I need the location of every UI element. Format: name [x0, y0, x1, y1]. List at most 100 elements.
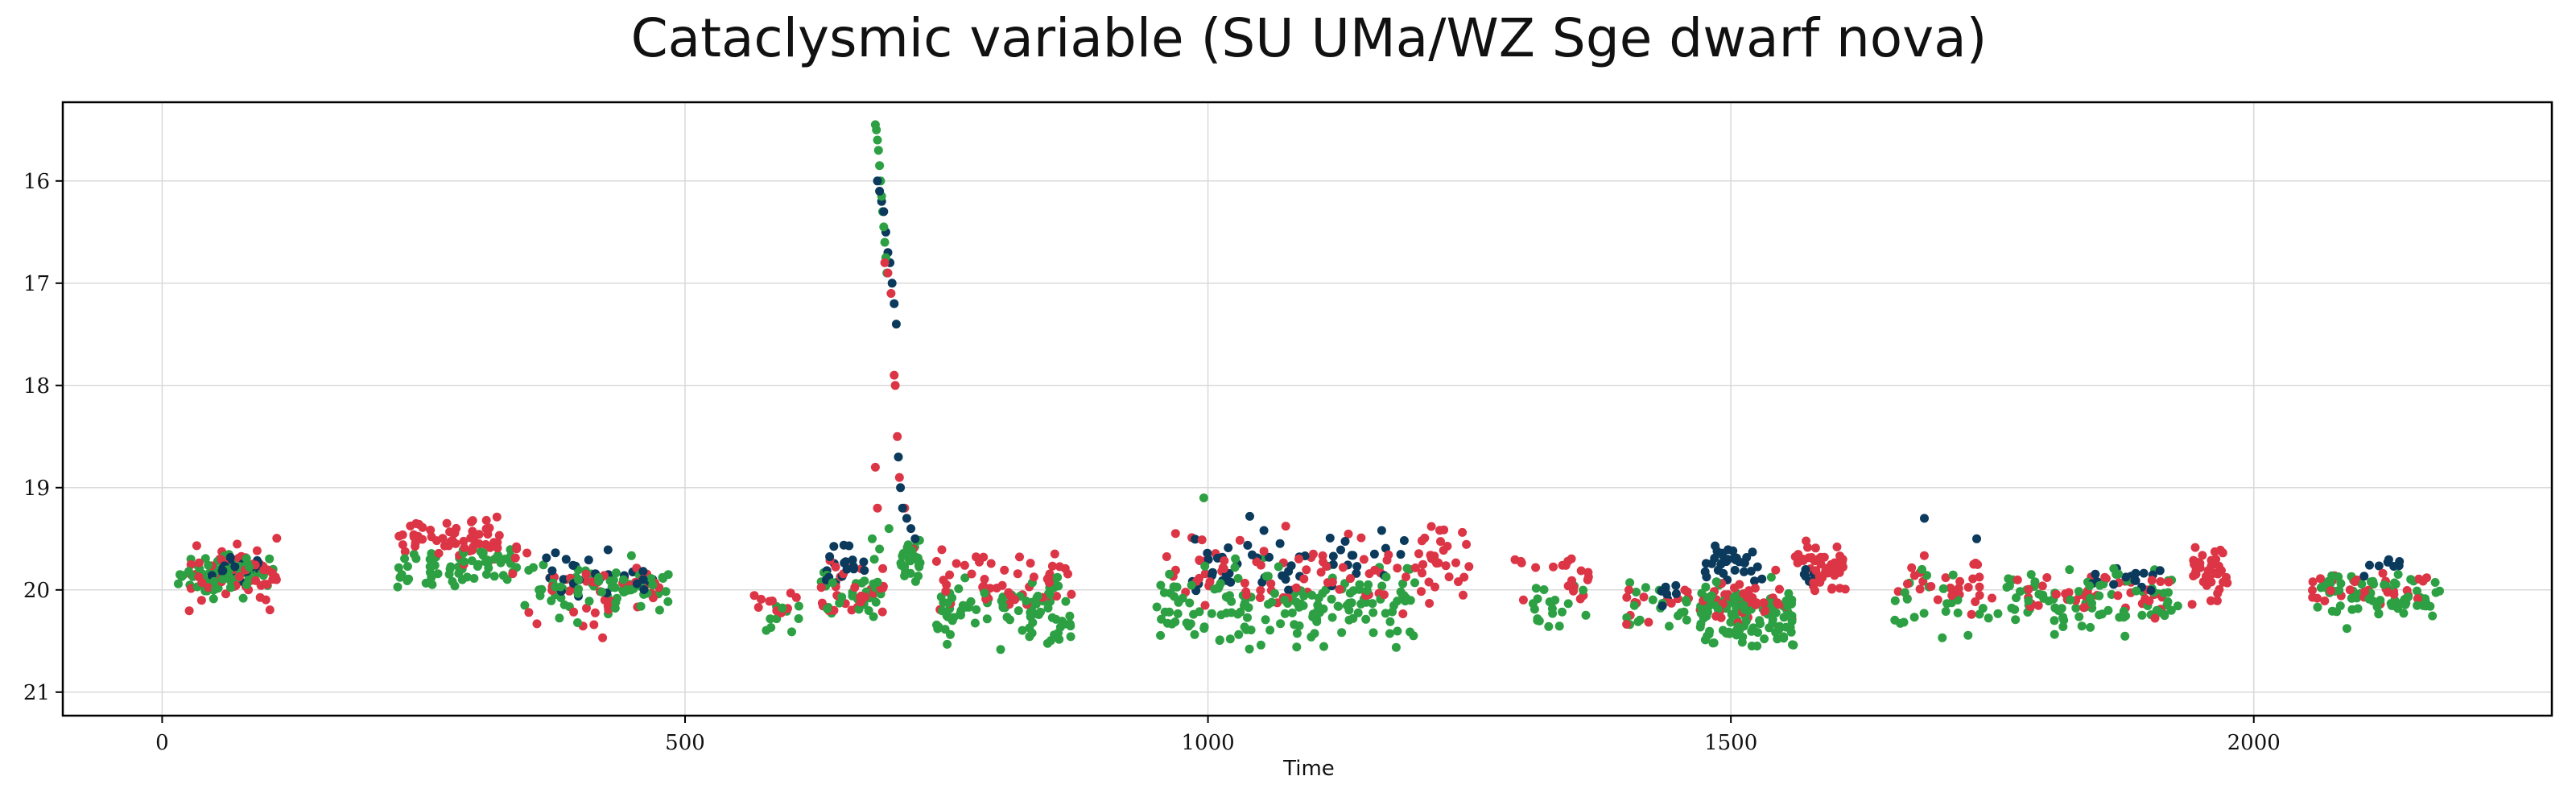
data-point-series-1: [1335, 584, 1344, 594]
data-point-series-1: [1417, 587, 1426, 597]
data-point-series-1: [2206, 596, 2215, 605]
data-point-series-2: [1730, 599, 1740, 609]
data-point-series-0: [639, 585, 649, 594]
data-point-series-1: [1430, 582, 1439, 592]
data-point-series-2: [1385, 629, 1394, 638]
y-tick-label: 21: [23, 681, 50, 705]
data-point-series-2: [547, 596, 556, 605]
data-point-series-1: [1798, 556, 1808, 565]
data-point-series-1: [2215, 584, 2224, 594]
data-point-series-1: [1835, 551, 1845, 561]
data-point-series-2: [555, 613, 564, 623]
data-point-series-1: [1835, 584, 1844, 593]
data-point-series-1: [1006, 592, 1016, 601]
data-point-series-0: [2130, 576, 2140, 585]
data-point-series-2: [2050, 630, 2059, 639]
data-point-series-2: [446, 562, 456, 572]
data-point-series-1: [2326, 586, 2335, 596]
data-point-series-0: [2395, 557, 2405, 566]
data-point-series-1: [600, 596, 609, 605]
data-point-series-2: [1353, 608, 1363, 617]
x-axis-label: Time: [1282, 757, 1335, 781]
data-point-series-0: [1748, 547, 1757, 557]
data-point-series-1: [2422, 573, 2431, 583]
x-axis: 0 500 1000 1500 2000: [155, 716, 2281, 755]
data-point-series-1: [1410, 563, 1420, 572]
data-point-series-1: [272, 534, 282, 543]
data-point-series-2: [1768, 619, 1777, 628]
y-tick-label: 17: [23, 272, 50, 296]
data-point-series-2: [1333, 601, 1343, 611]
data-point-series-0: [2091, 569, 2100, 579]
data-point-series-2: [1276, 619, 1286, 629]
data-point-series-2: [559, 600, 569, 609]
data-point-series-2: [1199, 624, 1209, 634]
data-point-series-2: [400, 554, 410, 564]
data-point-series-2: [211, 584, 220, 594]
data-point-series-1: [1205, 577, 1215, 587]
data-point-series-2: [1713, 605, 1723, 614]
data-point-series-0: [1713, 565, 1723, 575]
data-point-series-1: [1810, 543, 1820, 553]
data-point-series-2: [1172, 582, 1182, 592]
data-point-series-2: [1173, 609, 1183, 618]
data-point-series-2: [2336, 579, 2346, 588]
data-point-series-1: [1518, 595, 1528, 605]
data-point-series-1: [469, 535, 478, 544]
data-point-series-2: [2121, 611, 2131, 621]
data-point-series-1: [1759, 598, 1769, 608]
data-point-series-1: [1195, 555, 1204, 565]
data-point-series-0: [561, 555, 571, 564]
data-point-series-0: [1712, 547, 1722, 556]
data-point-series-2: [605, 576, 615, 586]
data-point-series-2: [1632, 588, 1641, 597]
data-point-series-1: [1240, 578, 1249, 588]
data-point-series-2: [1274, 562, 1283, 572]
data-point-series-2: [1315, 608, 1324, 617]
data-point-series-2: [1381, 572, 1391, 582]
data-point-series-2: [2114, 569, 2124, 579]
data-point-series-1: [598, 633, 608, 642]
data-point-series-1: [1971, 597, 1980, 606]
data-point-series-2: [1190, 630, 1199, 639]
data-point-series-2: [2413, 586, 2421, 596]
data-point-series-1: [1379, 590, 1389, 600]
data-point-series-2: [574, 575, 583, 584]
data-point-series-2: [2026, 570, 2036, 580]
data-point-series-2: [1740, 605, 1749, 615]
data-point-series-0: [2155, 566, 2165, 576]
data-point-series-0: [875, 187, 885, 196]
data-point-series-1: [194, 572, 204, 582]
data-point-series-0: [859, 557, 869, 567]
data-point-series-1: [415, 519, 423, 529]
data-point-series-0: [1369, 549, 1379, 559]
data-point-series-0: [898, 503, 907, 513]
data-point-series-2: [2393, 570, 2403, 579]
data-point-series-1: [893, 431, 902, 441]
data-point-series-2: [1398, 579, 1408, 588]
data-point-series-2: [2347, 593, 2356, 603]
data-point-series-1: [1454, 577, 1463, 587]
data-point-series-2: [1756, 619, 1765, 629]
data-point-series-2: [1280, 595, 1290, 605]
data-point-series-1: [1294, 554, 1303, 564]
data-point-series-1: [1567, 554, 1576, 564]
data-point-series-0: [1657, 601, 1667, 611]
data-point-series-1: [434, 548, 444, 558]
data-point-series-1: [2345, 585, 2355, 595]
data-point-series-1: [2219, 577, 2228, 587]
data-point-series-0: [1213, 553, 1222, 563]
data-point-series-1: [1622, 620, 1632, 629]
data-point-series-2: [869, 612, 878, 621]
data-point-series-1: [1967, 609, 1976, 619]
data-point-series-2: [2159, 588, 2169, 598]
data-point-series-2: [1185, 598, 1195, 608]
data-point-series-2: [2074, 587, 2083, 597]
data-point-series-2: [524, 565, 534, 575]
data-point-series-0: [603, 545, 613, 555]
data-point-series-0: [848, 562, 858, 572]
data-point-series-1: [1941, 573, 1951, 583]
data-point-series-1: [483, 530, 493, 539]
data-point-series-1: [186, 559, 196, 569]
data-point-series-2: [1752, 642, 1762, 650]
